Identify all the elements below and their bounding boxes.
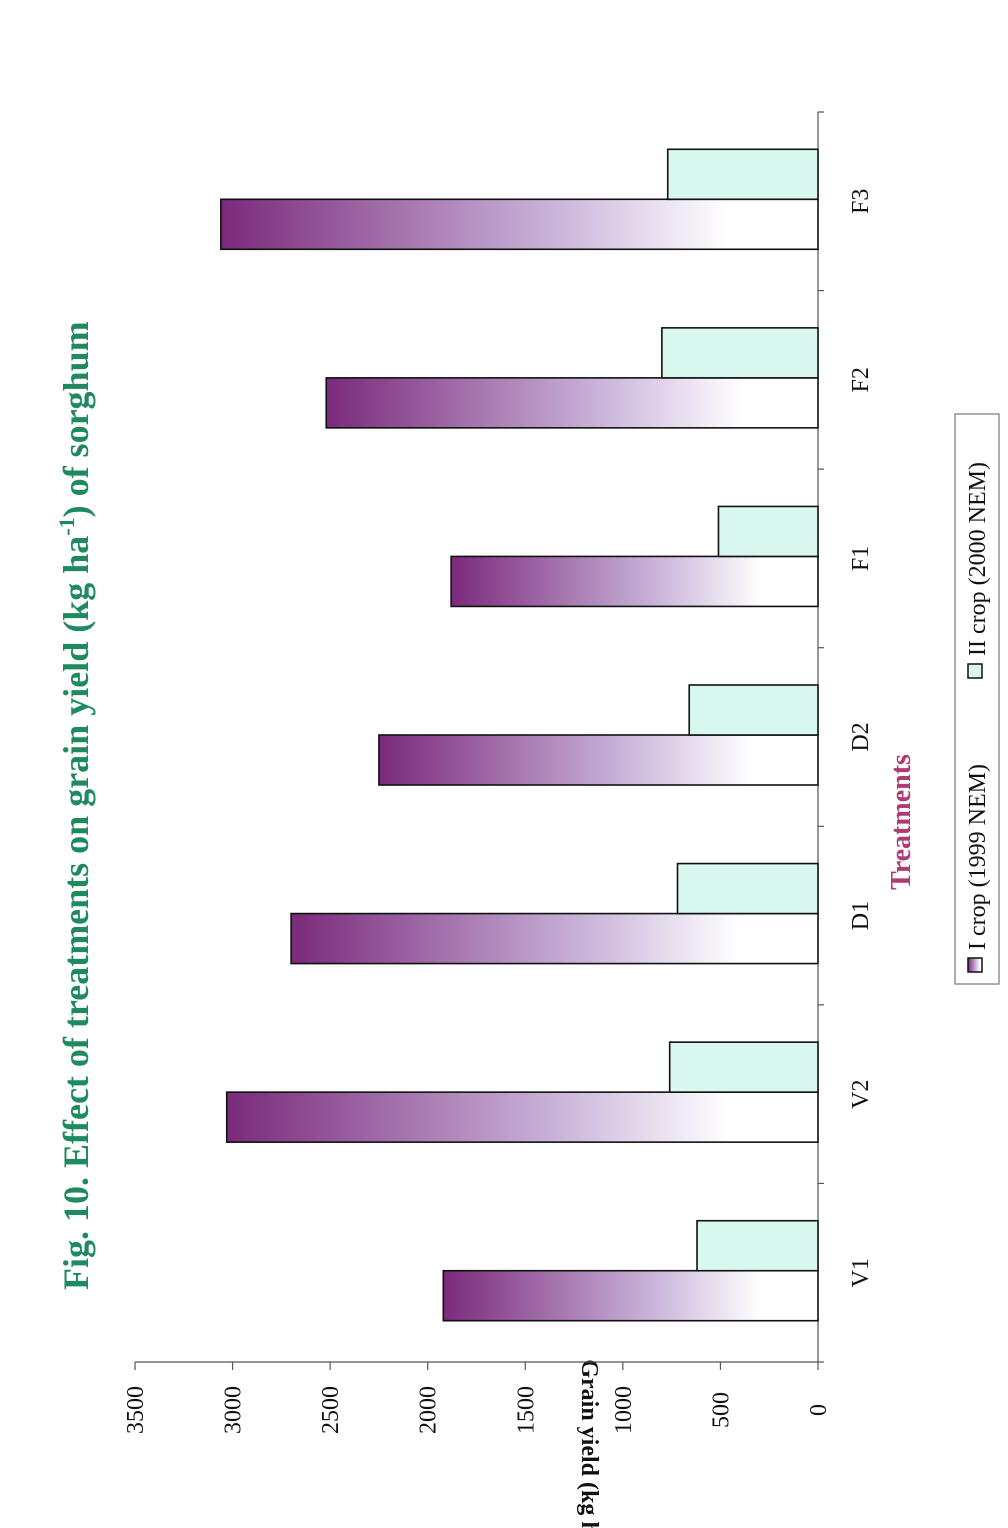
bar-series-1-d1 [290, 912, 819, 965]
legend: I crop (1999 NEM) II crop (2000 NEM) [954, 413, 1000, 985]
x-axis-title: Treatments [886, 754, 917, 890]
chart-title-main: Fig. 10. Effect of treatments on grain y… [56, 536, 96, 1290]
bar-series-1-v2 [225, 1091, 819, 1143]
ticks-group: V1 V2 D1 D2 F1 F2 F3 0 500 1000 1500 2000 2500 3000 35… [123, 111, 874, 1434]
legend-label-series-1: I crop (1999 NEM) [965, 764, 991, 950]
bar-series-2-d1 [676, 862, 819, 915]
value-tick-label: 3500 [123, 1386, 149, 1434]
chart-title-superscript: -1 [54, 517, 79, 535]
bar-series-1-f2 [325, 377, 819, 429]
legend-item-series-2: II crop (2000 NEM) [965, 462, 991, 679]
bar-series-2-d2 [688, 684, 819, 736]
chart-title: Fig. 10. Effect of treatments on grain y… [54, 321, 96, 1290]
bar-series-2-v2 [668, 1041, 819, 1093]
y-axis-title: Grain yield (kg ha-1) [576, 1359, 602, 1528]
value-tick-label: 3000 [221, 1386, 247, 1434]
legend-box [954, 413, 1000, 985]
category-tick-label: V1 [848, 1258, 874, 1287]
bar-series-2-f2 [661, 327, 819, 379]
value-tick-label: 1000 [611, 1386, 637, 1434]
value-tick-label: 2000 [416, 1386, 442, 1434]
bar-series-2-f1 [717, 505, 819, 558]
legend-swatch-series-1 [967, 957, 983, 973]
value-tick-label: 500 [708, 1392, 734, 1428]
bar-series-1-f1 [450, 555, 819, 608]
value-tick-label: 2500 [318, 1386, 344, 1434]
value-tick-label: 0 [806, 1404, 832, 1416]
category-tick-label: D1 [848, 901, 874, 930]
bar-series-2-f3 [666, 148, 819, 201]
bars-group [220, 148, 819, 1322]
legend-label-series-2: II crop (2000 NEM) [965, 462, 991, 656]
legend-swatch-series-2 [967, 663, 983, 679]
bar-series-1-d2 [378, 734, 819, 786]
category-tick-label: F1 [848, 546, 874, 571]
bar-series-1-v1 [442, 1269, 819, 1322]
category-tick-label: D2 [848, 722, 874, 751]
category-tick-label: F3 [848, 189, 874, 214]
category-tick-label: F2 [848, 367, 874, 392]
category-tick-label: V2 [848, 1079, 874, 1108]
value-tick-label: 1500 [513, 1386, 539, 1434]
chart-title-end: ) of sorghum [56, 321, 96, 517]
legend-item-series-1: I crop (1999 NEM) [965, 764, 991, 973]
bar-series-1-f3 [220, 198, 819, 251]
bar-series-2-v1 [696, 1219, 819, 1272]
